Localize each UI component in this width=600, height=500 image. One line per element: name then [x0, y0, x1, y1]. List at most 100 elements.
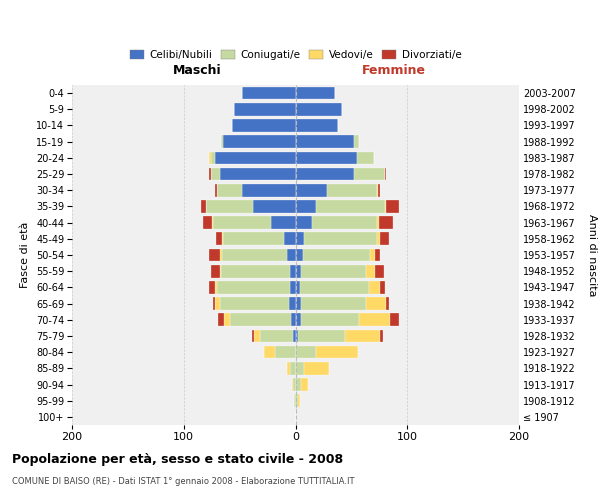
Bar: [217, 281, 290, 293]
Bar: [296, 232, 304, 245]
Bar: [209, 281, 215, 293]
Bar: [296, 119, 338, 132]
Bar: [209, 152, 211, 164]
Bar: [293, 378, 296, 391]
Bar: [366, 265, 375, 278]
Legend: Celibi/Nubili, Coniugati/e, Vedovi/e, Divorziati/e: Celibi/Nubili, Coniugati/e, Vedovi/e, Di…: [125, 46, 466, 64]
Bar: [211, 168, 220, 180]
Bar: [296, 168, 353, 180]
Bar: [327, 184, 377, 196]
Bar: [298, 394, 300, 407]
Bar: [296, 394, 298, 407]
Bar: [298, 330, 344, 342]
Bar: [211, 265, 220, 278]
Bar: [316, 200, 385, 212]
Bar: [316, 346, 358, 358]
Bar: [375, 265, 384, 278]
Bar: [296, 378, 301, 391]
Bar: [221, 265, 290, 278]
Bar: [369, 281, 380, 293]
Bar: [212, 216, 213, 229]
Bar: [253, 200, 296, 212]
Bar: [353, 136, 359, 148]
Bar: [296, 136, 353, 148]
Y-axis label: Anni di nascita: Anni di nascita: [587, 214, 597, 296]
Bar: [292, 378, 293, 391]
Bar: [301, 298, 366, 310]
Bar: [304, 248, 370, 262]
Bar: [221, 136, 223, 148]
Bar: [386, 200, 400, 212]
Bar: [215, 152, 296, 164]
Bar: [252, 330, 254, 342]
Bar: [370, 248, 375, 262]
Bar: [357, 152, 374, 164]
Bar: [296, 330, 298, 342]
Bar: [215, 281, 217, 293]
Bar: [295, 394, 296, 407]
Bar: [296, 298, 301, 310]
Bar: [213, 216, 271, 229]
Bar: [290, 265, 296, 278]
Bar: [260, 330, 293, 342]
Bar: [385, 200, 386, 212]
Bar: [304, 232, 377, 245]
Bar: [242, 87, 296, 100]
Bar: [378, 184, 380, 196]
Bar: [304, 362, 329, 374]
Bar: [296, 248, 304, 262]
Bar: [222, 232, 223, 245]
Bar: [296, 265, 301, 278]
Bar: [379, 216, 393, 229]
Bar: [296, 314, 301, 326]
Bar: [296, 200, 316, 212]
Bar: [289, 298, 296, 310]
Bar: [223, 136, 296, 148]
Bar: [216, 232, 222, 245]
Bar: [385, 168, 386, 180]
Bar: [209, 168, 211, 180]
Bar: [312, 216, 377, 229]
Bar: [301, 378, 308, 391]
Bar: [386, 298, 389, 310]
Bar: [296, 281, 300, 293]
Bar: [213, 298, 215, 310]
Bar: [296, 152, 357, 164]
Bar: [296, 216, 312, 229]
Bar: [353, 168, 385, 180]
Bar: [296, 103, 343, 116]
Bar: [290, 281, 296, 293]
Y-axis label: Fasce di età: Fasce di età: [20, 222, 31, 288]
Bar: [359, 314, 391, 326]
Bar: [220, 265, 221, 278]
Bar: [200, 200, 206, 212]
Bar: [271, 216, 296, 229]
Bar: [220, 298, 289, 310]
Text: COMUNE DI BAISO (RE) - Dati ISTAT 1° gennaio 2008 - Elaborazione TUTTITALIA.IT: COMUNE DI BAISO (RE) - Dati ISTAT 1° gen…: [12, 478, 355, 486]
Bar: [366, 298, 386, 310]
Bar: [206, 200, 253, 212]
Bar: [301, 314, 359, 326]
Text: Femmine: Femmine: [362, 64, 426, 76]
Bar: [287, 362, 290, 374]
Bar: [296, 184, 327, 196]
Bar: [380, 281, 385, 293]
Bar: [391, 314, 400, 326]
Bar: [301, 265, 366, 278]
Bar: [264, 346, 275, 358]
Text: Popolazione per età, sesso e stato civile - 2008: Popolazione per età, sesso e stato civil…: [12, 452, 343, 466]
Bar: [284, 232, 296, 245]
Bar: [220, 248, 222, 262]
Bar: [296, 346, 316, 358]
Bar: [203, 216, 212, 229]
Bar: [377, 232, 380, 245]
Bar: [380, 232, 389, 245]
Bar: [209, 248, 220, 262]
Bar: [230, 314, 291, 326]
Bar: [215, 184, 217, 196]
Bar: [220, 168, 296, 180]
Bar: [275, 346, 296, 358]
Bar: [242, 184, 296, 196]
Bar: [218, 314, 224, 326]
Bar: [377, 184, 378, 196]
